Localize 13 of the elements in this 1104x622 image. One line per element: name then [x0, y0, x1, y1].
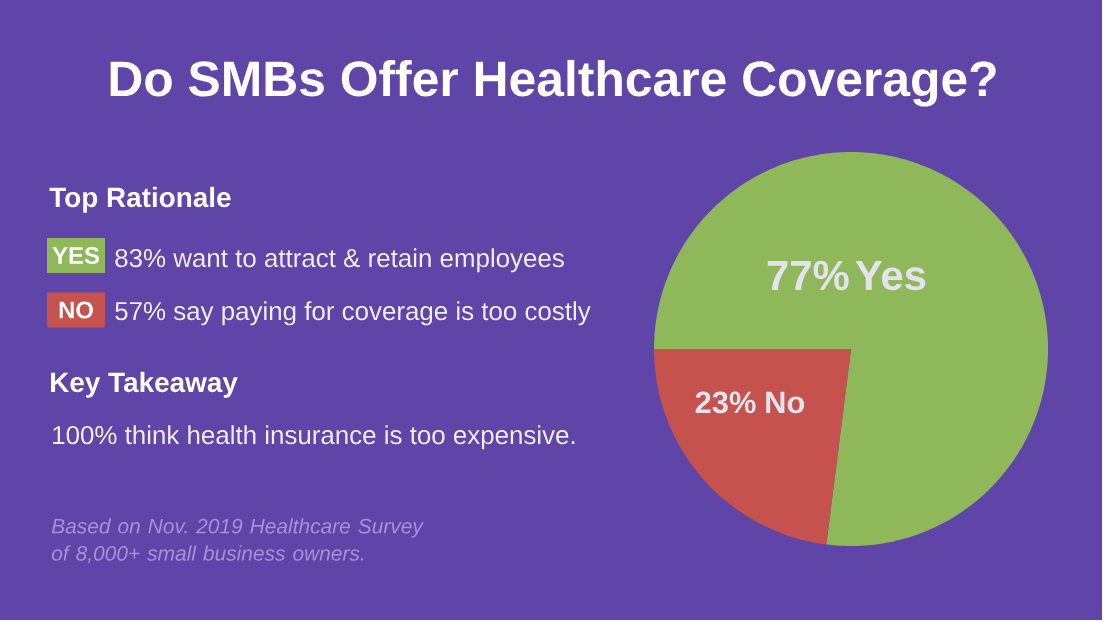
text: 57% say paying for coverage is too costly: [115, 301, 591, 326]
text: 100% think health insurance is too expensive.: [53, 425, 575, 450]
text: 83% want to attract & retain employees: [115, 248, 564, 273]
text: YES: [52, 247, 99, 264]
text: Top Rationale: [49, 186, 231, 213]
slice-label: Yes: [855, 261, 926, 291]
data-label: 77%: [767, 260, 849, 291]
data-label: 23%: [695, 391, 756, 414]
text: Key Takeaway: [51, 371, 238, 398]
text: NO: [59, 301, 93, 319]
slice-label: No: [766, 391, 805, 414]
chart-title: Do SMBs Offer Healthcare Coverage?: [110, 59, 996, 107]
text: Based on Nov. 2019 Healthcare Survey of 8,000+ small business owners.: [51, 518, 424, 564]
